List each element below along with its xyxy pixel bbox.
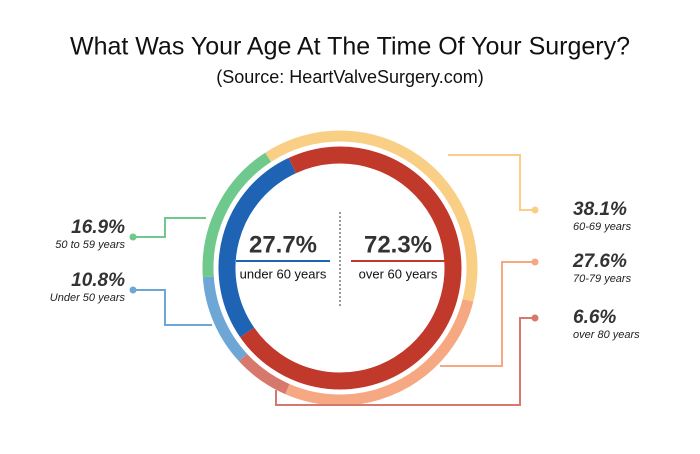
leader-line [133,217,206,238]
leader-dot [531,314,539,322]
center-value-label: 72.3% [364,231,432,258]
value-label: 16.9% [71,217,125,238]
value-label: 10.8% [71,270,125,291]
value-label: 27.6% [572,251,627,272]
leader-dot [531,258,539,266]
category-label: 50 to 59 years [55,239,125,251]
donut-segment [240,146,462,390]
leader-dot [531,206,539,214]
leader-line [440,261,535,367]
chart-title: What Was Your Age At The Time Of Your Su… [70,33,630,61]
center-category-label: under 60 years [240,266,327,281]
category-label: 60-69 years [573,221,632,233]
value-label: 38.1% [573,199,627,220]
value-label: 6.6% [573,307,616,328]
leader-line [133,289,212,326]
leader-line [275,317,535,406]
leader-line [448,154,535,211]
center-category-label: over 60 years [359,266,438,281]
donut-segment [218,157,296,338]
category-label: over 80 years [573,329,640,341]
center-value-label: 27.7% [249,231,317,258]
donut-segment [202,152,272,278]
leader-dot [129,233,137,241]
donut-segment [202,276,248,362]
chart-subtitle: (Source: HeartValveSurgery.com) [216,67,483,87]
category-label: Under 50 years [50,292,126,304]
category-label: 70-79 years [573,273,632,285]
donut-segment [238,353,290,395]
leader-dot [129,286,137,294]
donut-segment [265,130,478,302]
donut-segment [285,298,474,406]
